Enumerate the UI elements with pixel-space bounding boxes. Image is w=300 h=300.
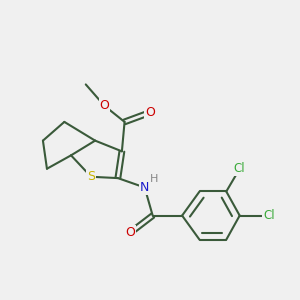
Text: Cl: Cl	[234, 162, 245, 175]
Text: O: O	[100, 99, 110, 112]
Text: N: N	[140, 181, 149, 194]
Text: S: S	[87, 170, 95, 183]
Text: O: O	[145, 106, 155, 119]
Text: O: O	[125, 226, 135, 239]
Text: H: H	[150, 174, 158, 184]
Text: Cl: Cl	[263, 209, 275, 222]
